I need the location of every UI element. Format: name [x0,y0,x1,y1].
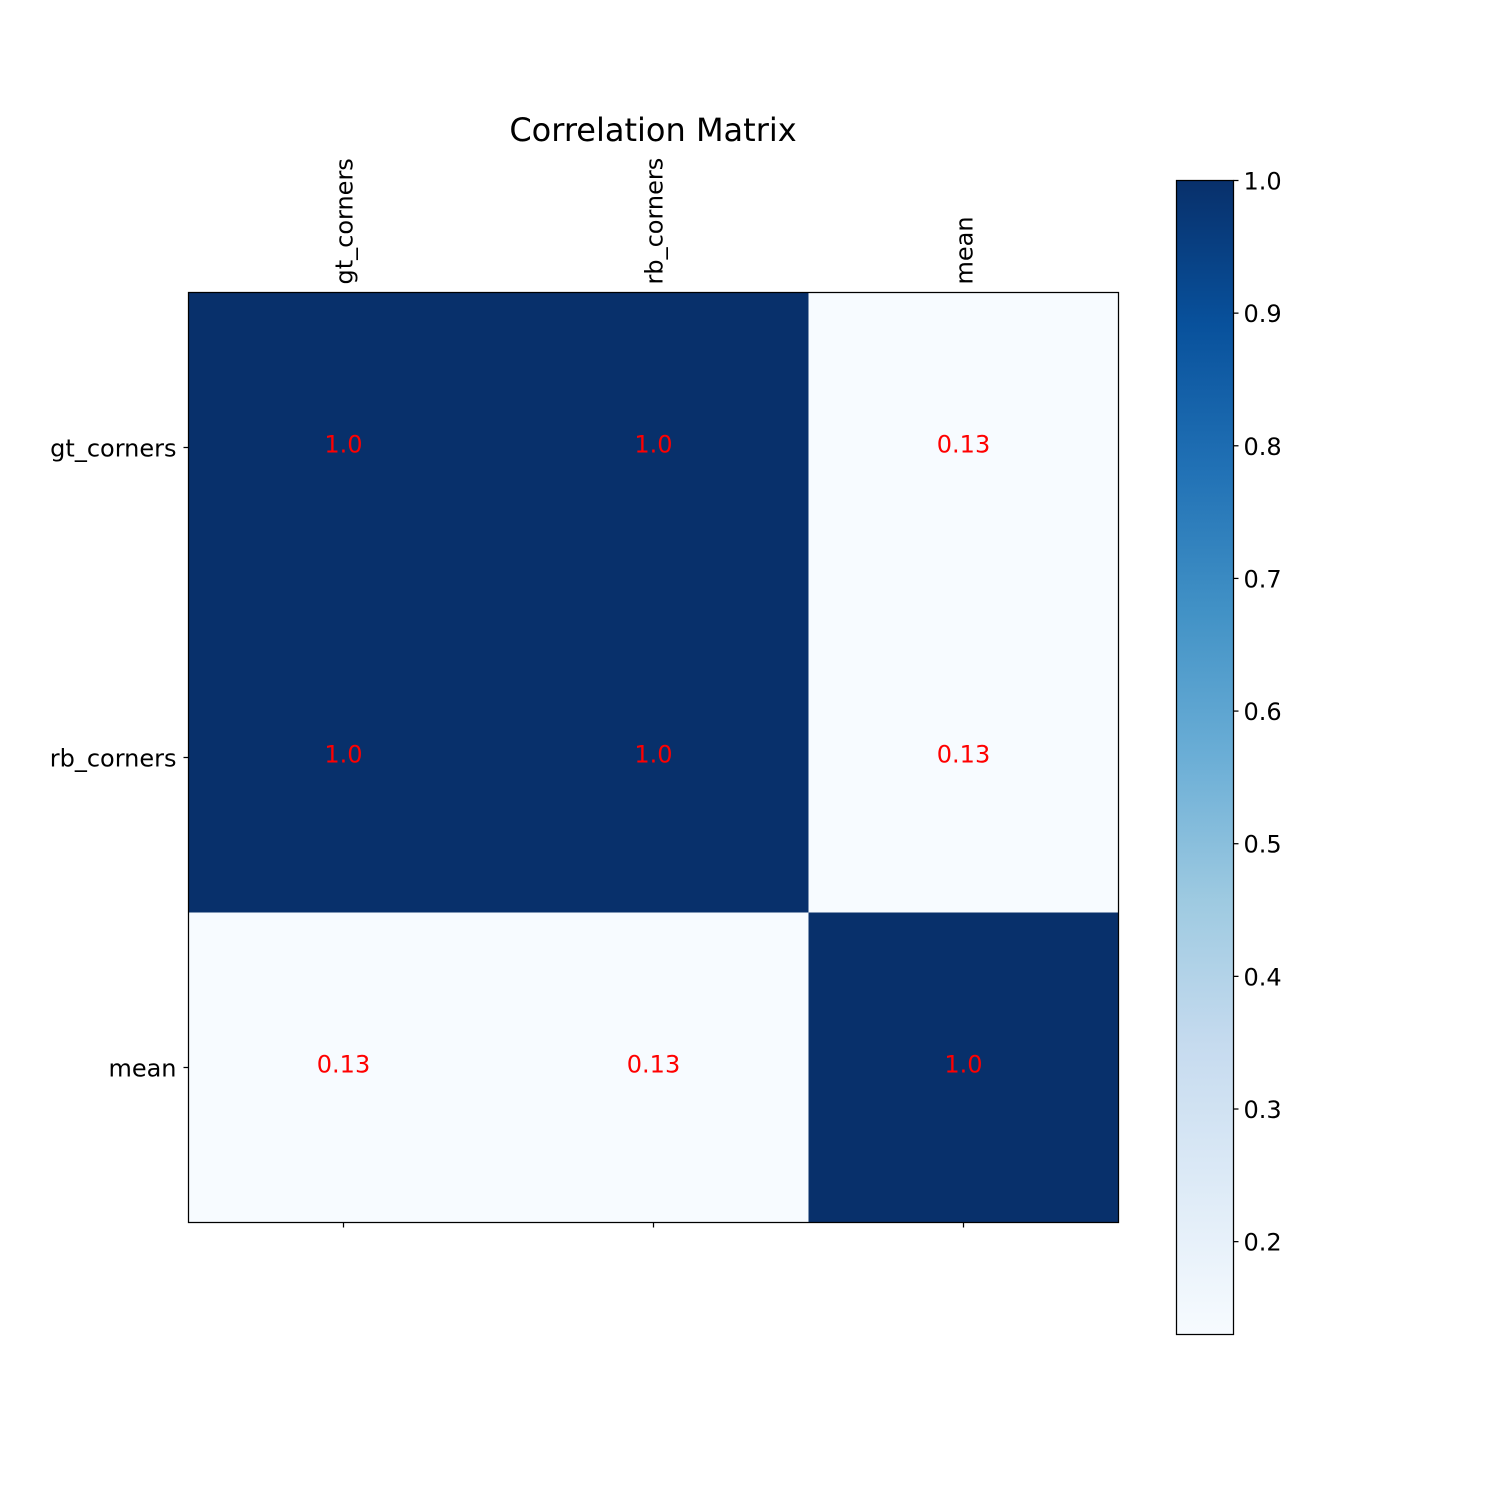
colorbar-gradient [1175,179,1235,1336]
colorbar-tick-label: 0.6 [1244,698,1282,726]
heatmap-cells [188,292,1119,1223]
colorbar-tick-label: 0.3 [1244,1096,1282,1124]
x-tick-label: rb_corners [641,158,669,285]
heatmap-cell-label: 1.0 [324,431,362,459]
heatmap-cell [188,602,499,913]
y-tick-label: gt_corners [50,435,176,463]
colorbar-ticks: 0.2 0.3 0.4 0.5 0.6 0.7 0.8 0.9 1.0 [1233,168,1282,1257]
heatmap-cell [808,912,1119,1223]
x-tick-label: gt_corners [331,158,359,284]
heatmap-cell-label: 0.13 [937,741,990,769]
heatmap-cell-label: 1.0 [634,741,672,769]
heatmap-cell-label: 0.13 [937,431,990,459]
heatmap-cell [498,292,809,603]
colorbar-tick-label: 0.4 [1244,963,1282,991]
heatmap-cell-label: 1.0 [634,431,672,459]
heatmap-cell [188,912,499,1223]
heatmap-cell-label: 0.13 [317,1051,370,1079]
heatmap-cell [808,602,1119,913]
heatmap-cell [188,292,499,603]
colorbar-tick-label: 0.8 [1244,433,1282,461]
chart-title: Correlation Matrix [509,111,796,149]
colorbar-tick-label: 0.5 [1244,831,1282,859]
heatmap-cell-label: 1.0 [324,741,362,769]
heatmap-cell [808,292,1119,603]
colorbar-tick-label: 0.2 [1244,1229,1282,1257]
heatmap-cell-label: 1.0 [944,1051,982,1079]
heatmap-cell [498,912,809,1223]
heatmap-cell-labels: 1.0 1.0 0.13 1.0 1.0 0.13 0.13 0.13 1.0 [317,431,990,1079]
y-tick-label: rb_corners [50,745,177,773]
colorbar-tick-label: 1.0 [1244,168,1282,196]
y-tick-label: mean [108,1055,176,1083]
colorbar-tick-label: 0.7 [1244,565,1282,593]
colorbar-tick-label: 0.9 [1244,300,1282,328]
x-tick-label: mean [951,216,979,284]
heatmap-cell [498,602,809,913]
heatmap-cell-label: 0.13 [627,1051,680,1079]
x-axis-ticks: gt_corners rb_corners mean [331,158,979,1228]
